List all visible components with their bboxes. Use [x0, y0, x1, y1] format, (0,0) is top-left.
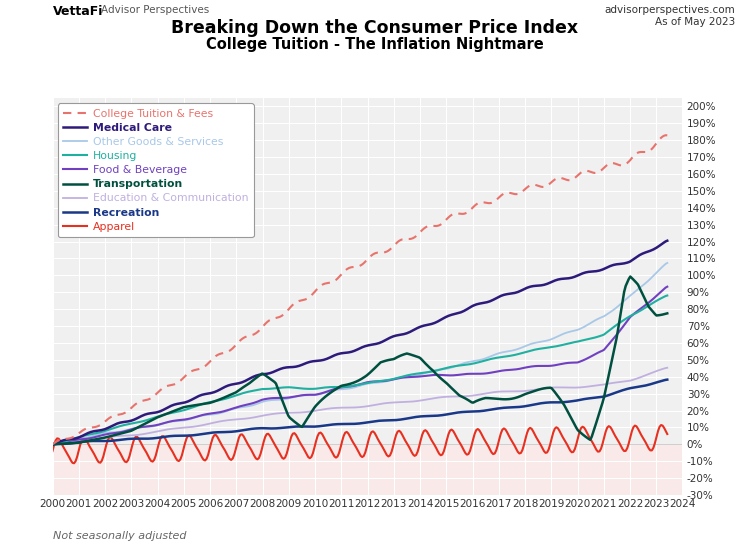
Text: Advisor Perspectives: Advisor Perspectives [101, 5, 209, 15]
Text: VettaFi: VettaFi [53, 5, 103, 18]
Legend: College Tuition & Fees, Medical Care, Other Goods & Services, Housing, Food & Be: College Tuition & Fees, Medical Care, Ot… [58, 103, 254, 237]
Text: College Tuition - The Inflation Nightmare: College Tuition - The Inflation Nightmar… [206, 37, 544, 52]
Text: Not seasonally adjusted: Not seasonally adjusted [53, 531, 186, 541]
Text: Breaking Down the Consumer Price Index: Breaking Down the Consumer Price Index [172, 19, 578, 37]
Bar [53, 444, 683, 495]
Text: advisorperspectives.com
As of May 2023: advisorperspectives.com As of May 2023 [604, 5, 735, 27]
